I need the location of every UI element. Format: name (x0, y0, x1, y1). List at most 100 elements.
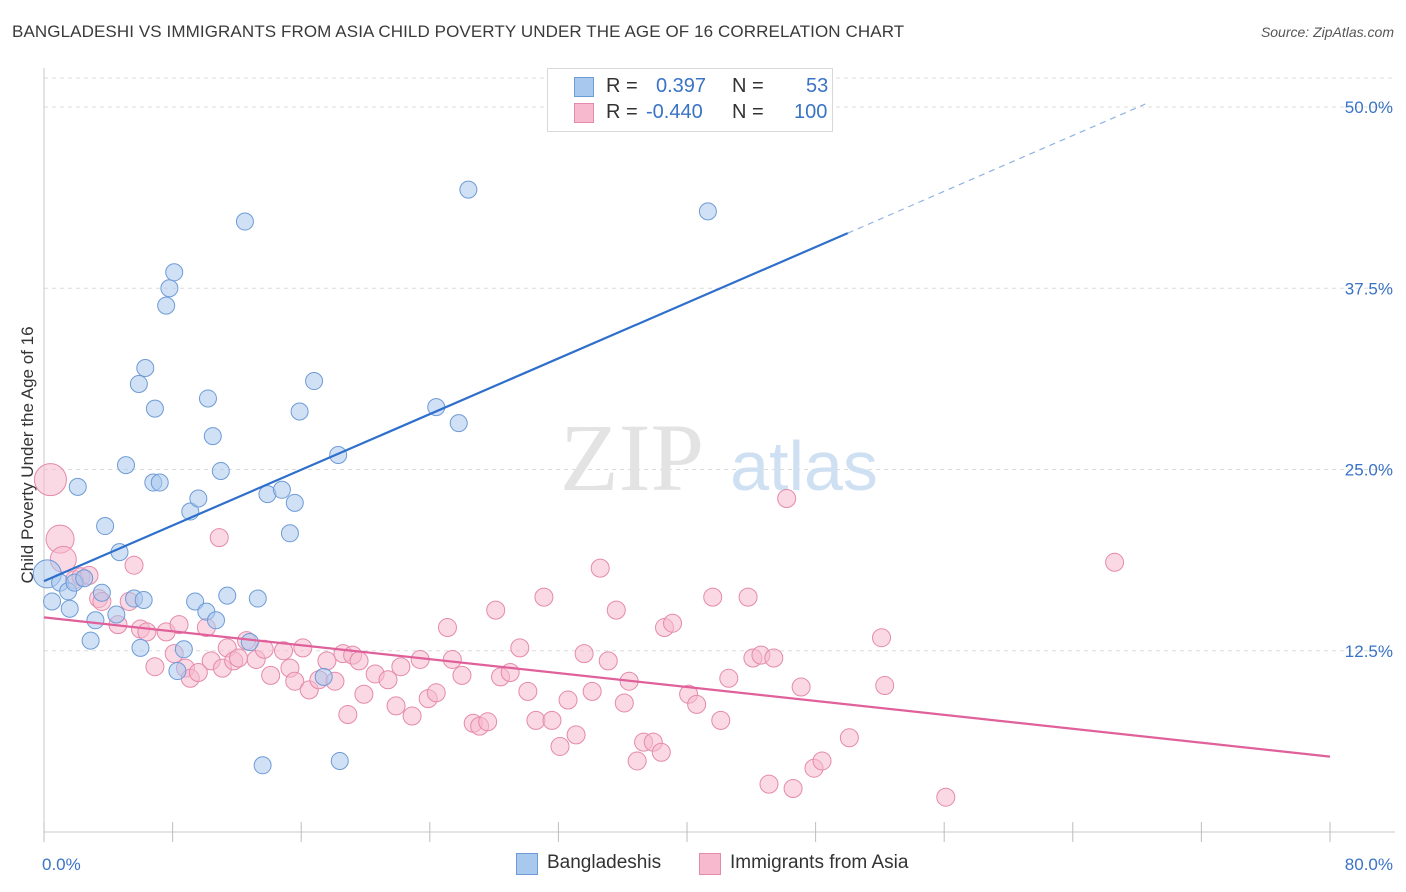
data-point-immigrants (651, 742, 671, 762)
data-point-immigrants (719, 668, 739, 688)
legend-r-value-1: 0.397 (656, 75, 707, 97)
data-point-immigrants (711, 710, 731, 730)
data-point-bangladeshis (305, 372, 324, 391)
data-point-immigrants (518, 681, 538, 701)
series-immigrants-points (33, 463, 1125, 807)
grid-lines (44, 77, 1395, 652)
trend-line-bangladeshis-extension (847, 103, 1146, 234)
data-point-bangladeshis (165, 263, 184, 282)
data-point-immigrants (566, 725, 586, 745)
y-tick-label: 25.0% (1345, 461, 1393, 480)
data-point-bangladeshis (203, 427, 222, 446)
data-point-immigrants (687, 694, 707, 714)
data-point-bangladeshis (330, 751, 349, 770)
data-point-bangladeshis (449, 414, 468, 433)
bottom-legend-label-1: Bangladeshis (547, 852, 662, 873)
trend-line-immigrants (43, 616, 1331, 758)
x-tick-label: 80.0% (1345, 855, 1393, 874)
data-point-immigrants (378, 670, 398, 690)
data-point-bangladeshis (81, 631, 100, 650)
data-point-bangladeshis (248, 589, 267, 608)
data-point-immigrants (293, 638, 313, 658)
data-point-immigrants (486, 600, 506, 620)
legend-n-value-2: 100 (794, 101, 828, 123)
data-point-bangladeshis (235, 212, 254, 231)
data-point-bangladeshis (43, 592, 62, 611)
data-point-immigrants (614, 693, 634, 713)
data-point-immigrants (317, 651, 337, 671)
y-tick-label: 12.5% (1345, 642, 1393, 661)
data-point-immigrants (124, 555, 144, 575)
data-point-bangladeshis (272, 480, 291, 499)
data-point-immigrants (777, 489, 797, 508)
data-point-immigrants (606, 600, 626, 620)
data-point-bangladeshis (290, 402, 309, 421)
data-point-bangladeshis (60, 599, 79, 618)
data-point-immigrants (145, 657, 165, 677)
data-point-bangladeshis (280, 524, 299, 543)
data-point-bangladeshis (136, 359, 155, 377)
tick-labels: 12.5% 25.0% 37.5% 50.0% 0.0% 80.0% (42, 98, 1393, 874)
data-point-immigrants (598, 651, 618, 671)
correlation-legend: R = 0.397 N = 53 R = -0.440 N = 100 (547, 68, 833, 132)
legend-swatch-pink (574, 103, 594, 123)
data-point-immigrants (229, 648, 249, 668)
data-point-immigrants (391, 657, 411, 677)
data-point-bangladeshis (285, 493, 304, 512)
y-tick-label: 37.5% (1345, 279, 1393, 298)
data-point-immigrants (542, 710, 562, 730)
data-point-immigrants (442, 649, 462, 669)
data-point-bangladeshis (75, 569, 94, 588)
data-point-bangladeshis (186, 592, 205, 611)
data-point-immigrants (274, 641, 294, 661)
data-point-bangladeshis (157, 296, 176, 315)
data-point-immigrants (1105, 552, 1125, 572)
data-point-immigrants (872, 628, 892, 648)
data-point-bangladeshis (131, 638, 150, 657)
data-point-immigrants (812, 751, 832, 771)
data-point-bangladeshis (134, 591, 153, 609)
data-point-bangladeshis (314, 667, 333, 686)
y-axis-label: Child Poverty Under the Age of 16 (18, 326, 37, 584)
legend-r-value-2: -0.440 (646, 101, 703, 123)
data-point-bangladeshis (92, 583, 111, 602)
data-point-bangladeshis (207, 611, 226, 630)
data-point-immigrants (582, 681, 602, 701)
data-point-bangladeshis (240, 633, 259, 652)
watermark-zip: ZIP (560, 404, 704, 511)
data-point-immigrants (437, 618, 457, 638)
data-point-immigrants (550, 736, 570, 756)
data-point-immigrants (349, 651, 369, 671)
data-point-bangladeshis (129, 374, 148, 393)
data-point-immigrants (354, 684, 374, 704)
data-point-immigrants (452, 665, 472, 685)
data-point-immigrants (510, 638, 530, 658)
data-point-bangladeshis (218, 586, 237, 605)
axes (43, 68, 1395, 842)
data-point-immigrants (764, 648, 784, 668)
data-point-immigrants (627, 751, 647, 771)
bottom-legend-label-2: Immigrants from Asia (730, 852, 909, 873)
data-point-immigrants (426, 683, 446, 703)
legend-swatch-blue (574, 77, 594, 97)
data-point-immigrants (534, 587, 554, 607)
data-point-immigrants (875, 676, 895, 696)
watermark: ZIP atlas (560, 404, 878, 511)
data-point-immigrants (526, 710, 546, 730)
data-point-bangladeshis (168, 662, 187, 681)
data-point-bangladeshis (107, 605, 126, 624)
data-point-immigrants (703, 587, 723, 607)
data-point-immigrants (209, 528, 229, 548)
data-point-bangladeshis (150, 473, 169, 492)
trend-line-bangladeshis (43, 232, 849, 583)
y-tick-label: 50.0% (1345, 98, 1393, 117)
data-point-immigrants (338, 705, 358, 725)
data-point-bangladeshis (96, 517, 115, 536)
data-point-bangladeshis (145, 399, 164, 418)
data-point-immigrants (188, 663, 208, 682)
source-label: Source: ZipAtlas.com (1260, 24, 1394, 40)
watermark-atlas: atlas (730, 427, 878, 505)
data-point-immigrants (137, 622, 157, 642)
data-point-bangladeshis (174, 640, 193, 659)
